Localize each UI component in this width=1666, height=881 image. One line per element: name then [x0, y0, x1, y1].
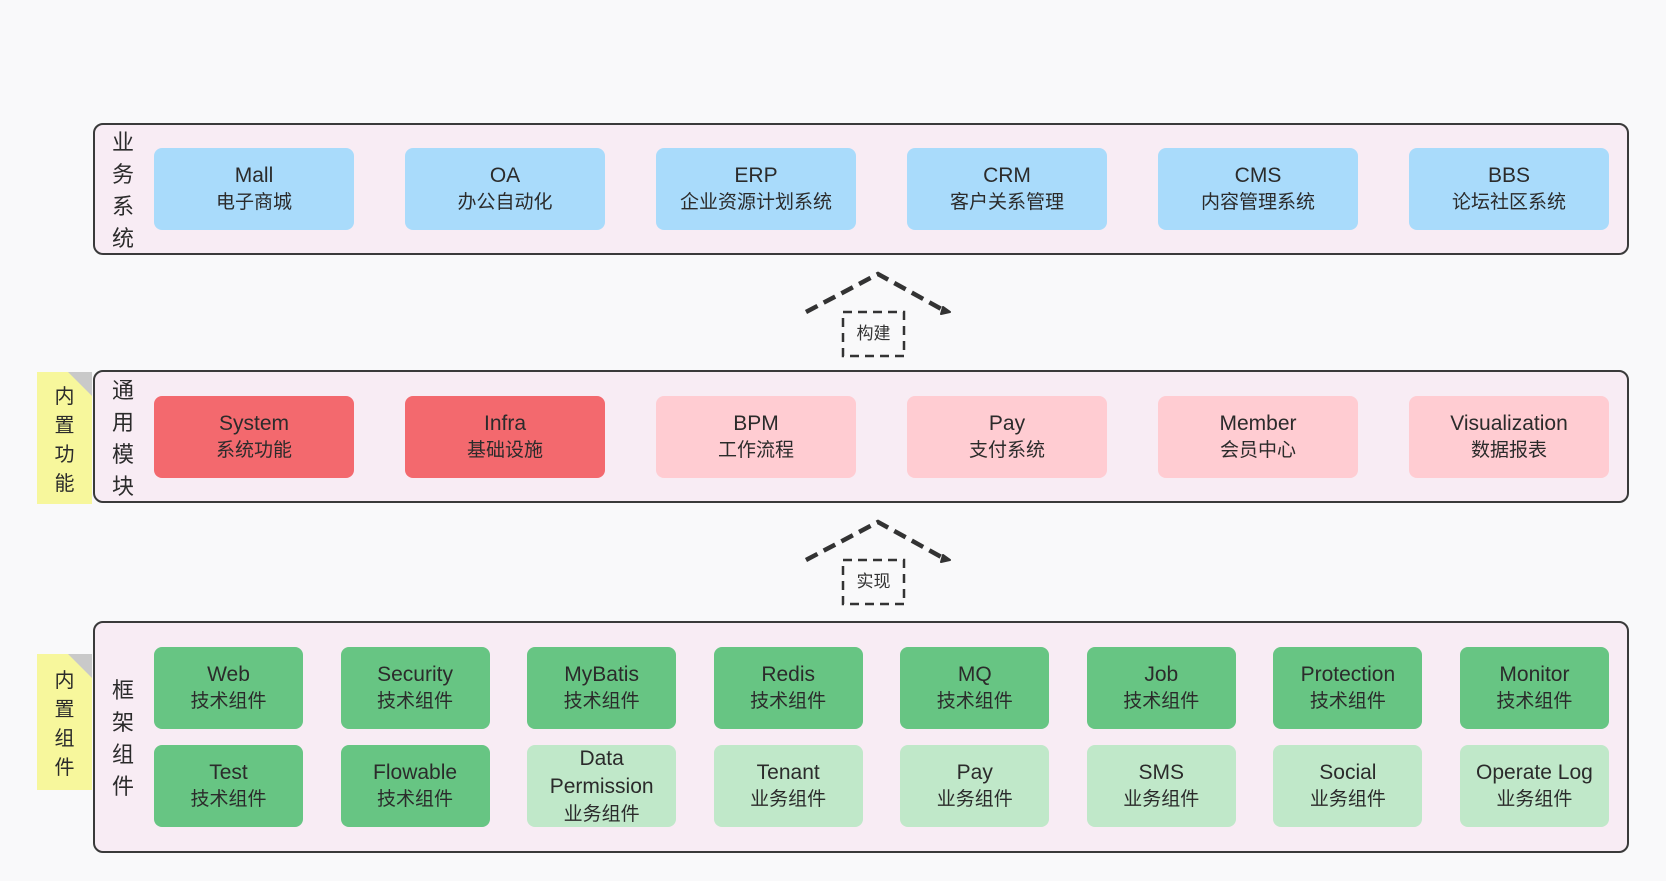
- svg-text:实现: 实现: [857, 572, 891, 591]
- svg-text:构建: 构建: [857, 324, 891, 343]
